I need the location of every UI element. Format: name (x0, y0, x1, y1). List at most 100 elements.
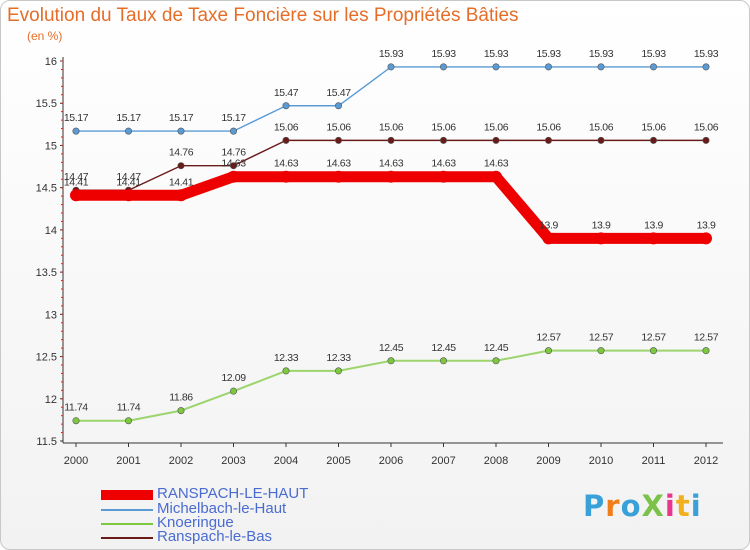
legend-label: Ranspach-le-Bas (157, 528, 273, 545)
x-tick-label: 2000 (64, 455, 88, 467)
proxiti-logo: ProXiti (583, 489, 702, 523)
x-tick-label: 2002 (169, 455, 193, 467)
y-tick-label: 12 (45, 394, 57, 406)
logo-letter: o (620, 489, 642, 523)
data-point (334, 136, 342, 144)
data-point (125, 417, 133, 425)
data-label: 15.06 (694, 121, 719, 133)
data-label: 15.93 (379, 48, 404, 60)
data-label: 12.45 (431, 342, 456, 354)
data-label: 14.63 (379, 158, 404, 170)
data-label: 14.63 (431, 158, 456, 170)
data-label: 15.47 (274, 87, 299, 99)
x-tick-label: 2006 (379, 455, 403, 467)
data-label: 12.57 (589, 332, 614, 344)
legend-swatch (101, 490, 153, 500)
legend-label: RANSPACH-LE-HAUT (157, 485, 309, 502)
y-tick-label: 12.5 (36, 352, 57, 364)
data-point (177, 127, 185, 135)
data-point (544, 136, 552, 144)
data-label: 15.93 (641, 48, 666, 60)
data-point (227, 170, 240, 183)
data-label: 12.33 (326, 352, 351, 364)
data-label: 13.9 (644, 219, 663, 231)
data-label: 11.86 (169, 392, 193, 404)
data-point (597, 347, 605, 355)
data-point (702, 136, 710, 144)
data-label: 15.06 (589, 121, 614, 133)
data-point (177, 407, 185, 415)
data-label: 15.06 (536, 121, 561, 133)
data-label: 14.63 (484, 158, 509, 170)
data-label: 15.06 (641, 121, 666, 133)
data-label: 15.93 (694, 48, 719, 60)
logo-letter: i (664, 489, 676, 523)
data-point (122, 189, 135, 202)
data-point (597, 63, 605, 71)
data-point (595, 232, 607, 245)
logo-letter: P (583, 489, 606, 523)
data-point (439, 63, 447, 71)
data-label: 15.93 (431, 48, 456, 60)
data-label: 14.41 (169, 176, 194, 188)
data-label: 12.45 (484, 342, 509, 354)
data-point (492, 63, 500, 71)
data-point (334, 367, 342, 375)
x-tick-label: 2001 (116, 455, 140, 467)
data-point (70, 189, 82, 202)
data-label: 13.9 (592, 219, 611, 231)
y-tick-label: 15.5 (36, 98, 57, 110)
logo-letter: t (675, 489, 691, 523)
data-label: 12.57 (641, 332, 666, 344)
data-point (542, 232, 555, 245)
data-label: 15.93 (484, 48, 509, 60)
data-label: 15.17 (64, 112, 89, 124)
data-point (647, 232, 660, 245)
chart-title: Evolution du Taux de Taxe Foncière sur l… (7, 5, 519, 26)
data-label: 15.17 (221, 112, 246, 124)
y-axis-unit: (en %) (27, 29, 63, 43)
data-point (230, 162, 238, 170)
data-point (492, 357, 500, 365)
data-point (72, 127, 80, 135)
x-tick-label: 2004 (274, 455, 298, 467)
logo-letter: i (690, 489, 702, 523)
data-point (544, 347, 552, 355)
y-tick-label: 15 (45, 140, 57, 152)
data-label: 15.06 (379, 121, 404, 133)
data-label: 11.74 (117, 402, 141, 414)
data-point (334, 102, 342, 110)
data-point (177, 162, 185, 170)
data-label: 15.17 (169, 112, 194, 124)
data-label: 12.57 (694, 332, 719, 344)
data-point (72, 417, 80, 425)
data-point (282, 102, 290, 110)
data-point (490, 170, 502, 183)
data-label: 14.63 (221, 158, 246, 170)
data-point (387, 63, 395, 71)
data-label: 14.41 (64, 176, 89, 188)
data-label: 11.74 (64, 402, 88, 414)
y-tick-label: 13 (45, 309, 57, 321)
data-label: 14.76 (169, 147, 194, 159)
data-point (544, 63, 552, 71)
data-label: 15.06 (431, 121, 456, 133)
x-tick-label: 2011 (642, 455, 666, 467)
data-point (230, 387, 238, 395)
y-tick-label: 13.5 (36, 267, 57, 279)
data-point (702, 347, 710, 355)
y-tick-label: 14.5 (36, 183, 57, 195)
data-label: 15.93 (589, 48, 614, 60)
x-tick-label: 2012 (694, 455, 718, 467)
data-point (437, 170, 450, 183)
data-label: 15.47 (326, 87, 351, 99)
legend-label: Knoeringue (157, 514, 234, 531)
data-point (439, 136, 447, 144)
legend-swatch (101, 537, 153, 539)
data-label: 14.76 (221, 147, 246, 159)
legend-swatch (101, 509, 153, 511)
data-point (332, 170, 345, 183)
data-label: 15.06 (326, 121, 351, 133)
data-point (282, 367, 290, 375)
